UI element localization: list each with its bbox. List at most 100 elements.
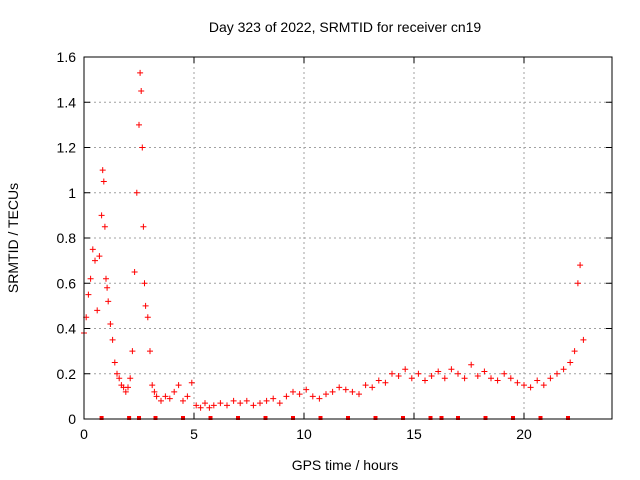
gap-marker <box>208 416 213 420</box>
data-point <box>230 397 237 404</box>
gap-marker <box>318 416 323 420</box>
data-point <box>184 393 191 400</box>
gap-marker <box>236 416 240 420</box>
y-tick-label: 0.8 <box>57 230 77 246</box>
data-point <box>316 395 323 402</box>
data-point <box>507 375 514 382</box>
grid <box>84 57 612 419</box>
data-point <box>408 375 415 382</box>
data-point <box>402 366 409 373</box>
data-point <box>140 223 147 230</box>
data-point <box>166 395 173 402</box>
data-point <box>349 388 356 395</box>
gap-marker <box>153 416 158 420</box>
data-point <box>527 384 534 391</box>
chart-title: Day 323 of 2022, SRMTID for receiver cn1… <box>209 19 482 35</box>
data-point <box>141 280 148 287</box>
data-point <box>85 291 92 298</box>
data-point <box>547 375 554 382</box>
data-point <box>435 368 442 375</box>
gap-marker <box>346 416 350 420</box>
data-point <box>144 314 151 321</box>
data-point <box>87 275 94 282</box>
y-tick-label: 0.6 <box>57 275 77 291</box>
data-point <box>554 370 560 377</box>
data-point <box>534 377 541 384</box>
data-point <box>217 400 224 407</box>
data-point <box>323 391 329 398</box>
gap-marker <box>439 416 444 420</box>
data-point <box>107 320 114 327</box>
x-tick-label: 15 <box>406 426 422 442</box>
data-point <box>309 393 316 400</box>
data-point <box>153 393 160 400</box>
data-point <box>202 400 208 407</box>
data-point <box>580 336 587 343</box>
data-point <box>296 391 303 398</box>
data-point <box>567 359 574 366</box>
y-tick-label: 1.6 <box>57 49 77 65</box>
gap-marker <box>401 416 405 420</box>
data-point <box>283 393 290 400</box>
gap-marker <box>373 416 378 420</box>
data-point <box>342 386 349 393</box>
data-point <box>109 336 116 343</box>
data-point <box>142 302 149 309</box>
data-point <box>103 275 109 282</box>
data-point <box>303 386 310 393</box>
data-point <box>210 402 217 409</box>
data-point <box>270 395 277 402</box>
data-point <box>94 307 101 314</box>
data-point <box>139 144 146 151</box>
data-point <box>224 402 230 409</box>
data-point <box>104 284 111 291</box>
data-point <box>136 121 142 128</box>
y-tick-label: 0.4 <box>57 321 77 337</box>
data-point <box>129 348 136 355</box>
data-point <box>147 348 153 355</box>
data-point <box>415 370 422 377</box>
data-point <box>356 391 362 398</box>
data-point <box>180 397 186 404</box>
y-tick-label: 1 <box>68 185 76 201</box>
plot-frame <box>83 56 613 420</box>
gap-marker <box>291 416 295 420</box>
gap-marker <box>483 416 488 420</box>
data-point <box>395 373 402 380</box>
data-point <box>149 382 156 389</box>
data-point <box>133 189 140 196</box>
data-point <box>455 370 461 377</box>
data-point <box>116 375 123 382</box>
data-point <box>290 388 296 395</box>
gap-marker <box>181 416 185 420</box>
data-point <box>250 402 257 409</box>
data-point <box>540 382 547 389</box>
data-point <box>362 382 369 389</box>
data-point <box>488 375 494 382</box>
gap-marker <box>127 416 132 420</box>
data-point <box>428 373 435 380</box>
data-point <box>171 388 178 395</box>
gap-marker <box>456 416 460 420</box>
data-point <box>574 280 581 287</box>
data-point <box>162 393 169 400</box>
data-point <box>158 397 164 404</box>
axis-ticks: 0 5 10 15 20 0 0.2 0.4 0.6 0.8 1 1.2 1.4 1.6 <box>57 49 612 442</box>
x-tick-label: 0 <box>80 426 88 442</box>
data-point <box>263 397 270 404</box>
data-point <box>257 400 263 407</box>
y-axis-label: SRMTID / TECUs <box>5 183 21 293</box>
data-point <box>369 384 376 391</box>
y-tick-label: 0 <box>68 411 76 427</box>
gap-marker <box>511 416 515 420</box>
data-point <box>197 404 204 411</box>
data-point <box>422 377 428 384</box>
data-point <box>237 400 244 407</box>
x-tick-label: 10 <box>296 426 312 442</box>
data-point <box>137 69 144 76</box>
data-point <box>521 382 527 389</box>
data-point <box>122 388 129 395</box>
data-point <box>127 375 134 382</box>
data-point <box>193 402 200 409</box>
